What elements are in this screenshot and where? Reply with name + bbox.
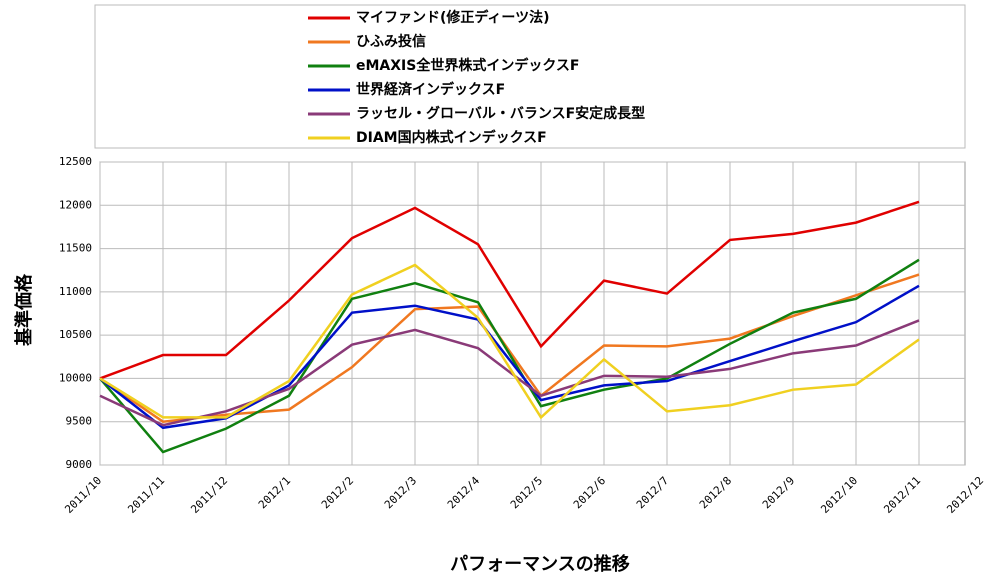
x-tick-label: 2012/12	[944, 474, 986, 516]
x-tick-label: 2012/4	[445, 474, 483, 512]
x-tick-label: 2012/5	[508, 474, 545, 511]
y-tick-label: 11000	[59, 285, 92, 298]
x-tick-label: 2012/3	[382, 474, 419, 511]
x-tick-label: 2012/8	[697, 474, 734, 511]
x-tick-label: 2012/6	[571, 474, 608, 511]
y-tick-label: 9000	[66, 458, 93, 471]
x-tick-label: 2012/11	[881, 474, 923, 516]
y-tick-label: 9500	[66, 415, 93, 428]
x-tick-label: 2012/10	[818, 474, 860, 516]
x-tick-label: 2011/11	[125, 474, 167, 516]
y-tick-label: 10500	[59, 328, 92, 341]
legend-label: 世界経済インデックスF	[356, 81, 505, 98]
x-axis-title: パフォーマンスの推移	[450, 553, 630, 575]
y-tick-label: 11500	[59, 242, 92, 255]
y-axis-title: 基準価格	[13, 273, 35, 347]
legend-label: ラッセル・グローバル・バランスF安定成長型	[356, 105, 645, 122]
x-tick-label: 2011/10	[62, 474, 104, 516]
plot-area	[99, 161, 966, 466]
x-tick-label: 2012/7	[634, 474, 671, 511]
series-line	[99, 200, 920, 380]
x-tick-label: 2012/1	[256, 474, 293, 511]
series-line	[99, 258, 920, 454]
legend-label: eMAXIS全世界株式インデックスF	[356, 57, 580, 74]
y-tick-label: 12000	[59, 198, 92, 211]
legend-label: ひふみ投信	[356, 33, 426, 50]
x-tick-label: 2012/2	[319, 474, 356, 511]
series-line	[99, 263, 920, 420]
y-tick-label: 12500	[59, 155, 92, 168]
legend-label: DIAM国内株式インデックスF	[356, 129, 547, 146]
legend-label: マイファンド(修正ディーツ法)	[356, 9, 550, 26]
series-line	[99, 319, 920, 427]
y-tick-label: 10000	[59, 371, 92, 384]
x-tick-label: 2012/9	[760, 474, 797, 511]
legend-box	[94, 4, 966, 149]
x-tick-label: 2011/12	[188, 474, 230, 516]
